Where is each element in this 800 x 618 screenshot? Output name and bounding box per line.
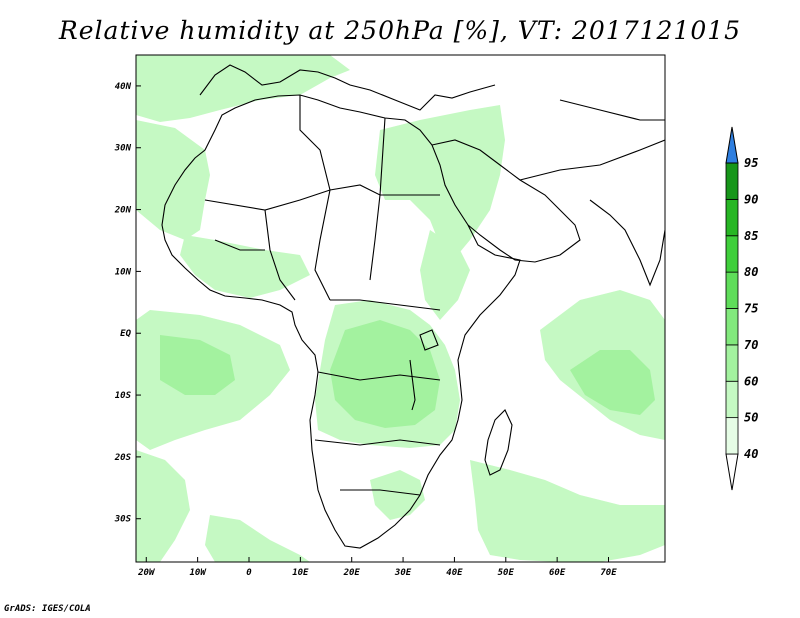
colorbar-level-label: 85 [744,229,758,243]
lon-tick-label: 40E [446,568,463,578]
colorbar-swatch [725,235,739,273]
border-line [340,489,421,496]
lon-tick-label: 30E [394,568,412,578]
lat-tick-label: 10S [115,391,132,401]
border-line [519,139,665,181]
lat-tick-label: 20S [114,453,132,463]
colorbar-level-label: 95 [744,156,758,170]
grads-credit: GrADS: IGES/COLA [4,604,91,614]
lon-tick-label: 0 [246,568,252,578]
colorbar-swatch [725,198,739,237]
colorbar-over-arrow [725,126,739,164]
plot-frame [135,54,666,563]
border-line [264,209,296,301]
lon-tick-label: 20E [343,568,361,578]
lon-tick-label: 10W [189,568,207,578]
colorbar-level-label: 40 [744,447,758,461]
humidity-region-south-indian [470,460,665,562]
humidity-region-east-africa [420,230,470,320]
humidity-region-south-atlantic [136,450,190,562]
humidity-region-southwest [205,515,310,562]
europe-coastline [199,64,496,111]
lat-tick-label: 30N [114,144,132,154]
humidity-region-indian-core [570,350,655,415]
humidity-shading [136,55,665,562]
lat-tick-label: 10N [115,267,132,277]
coastlines [161,64,665,549]
border-line [559,99,665,121]
lat-tick-label: EQ [120,329,131,339]
colorbar-swatch [725,417,739,455]
lat-tick-label: 20N [114,206,132,216]
humidity-region-north-atlantic [136,120,210,240]
lon-tick-label: 60E [549,568,566,578]
colorbar-swatch [725,308,739,346]
humidity-region-red-sea [375,105,505,258]
madagascar-coastline [484,409,513,476]
colorbar-swatch [725,162,739,200]
humidity-region-west-africa [180,235,310,298]
border-line [330,299,441,311]
lat-tick-label: 30S [114,515,132,525]
lat-tick-label: 40N [115,82,132,92]
lon-tick-label: 10E [292,568,309,578]
lake-tanganyika [409,359,416,411]
colorbar-swatch [725,271,739,309]
colorbar-swatch [725,344,739,382]
lon-tick-label: 70E [600,568,617,578]
colorbar-swatch [725,380,739,419]
border-line [314,189,331,301]
colorbar-level-label: 50 [744,411,758,425]
india-coastline [589,199,665,287]
colorbar-level-label: 80 [744,265,758,279]
longitude-axis: 20W 10W 0 10E 20E 30E 40E 50E 60E 70E [137,557,617,578]
map-title: Relative humidity at 250hPa [%], VT: 201… [58,16,742,45]
border-line [214,239,265,251]
border-line [314,439,441,446]
lon-tick-label: 20W [137,568,156,578]
lake-victoria [419,329,439,351]
border-line [317,371,441,381]
colorbar-level-label: 70 [744,338,758,352]
arabia-coastline [431,139,581,263]
colorbar: 40 50 60 70 75 80 85 90 95 [725,126,758,491]
border-line [369,117,386,281]
colorbar-level-label: 75 [744,302,758,316]
colorbar-level-label: 60 [744,374,758,388]
colorbar-under-arrow [725,453,739,491]
latitude-axis: 40N 30N 20N 10N EQ 10S 20S 30S [114,82,141,525]
humidity-region-congo-core [330,320,440,428]
lon-tick-label: 50E [498,568,515,578]
border-line [299,95,331,191]
colorbar-level-label: 90 [744,192,758,206]
humidity-region-atlantic-core [160,335,235,395]
